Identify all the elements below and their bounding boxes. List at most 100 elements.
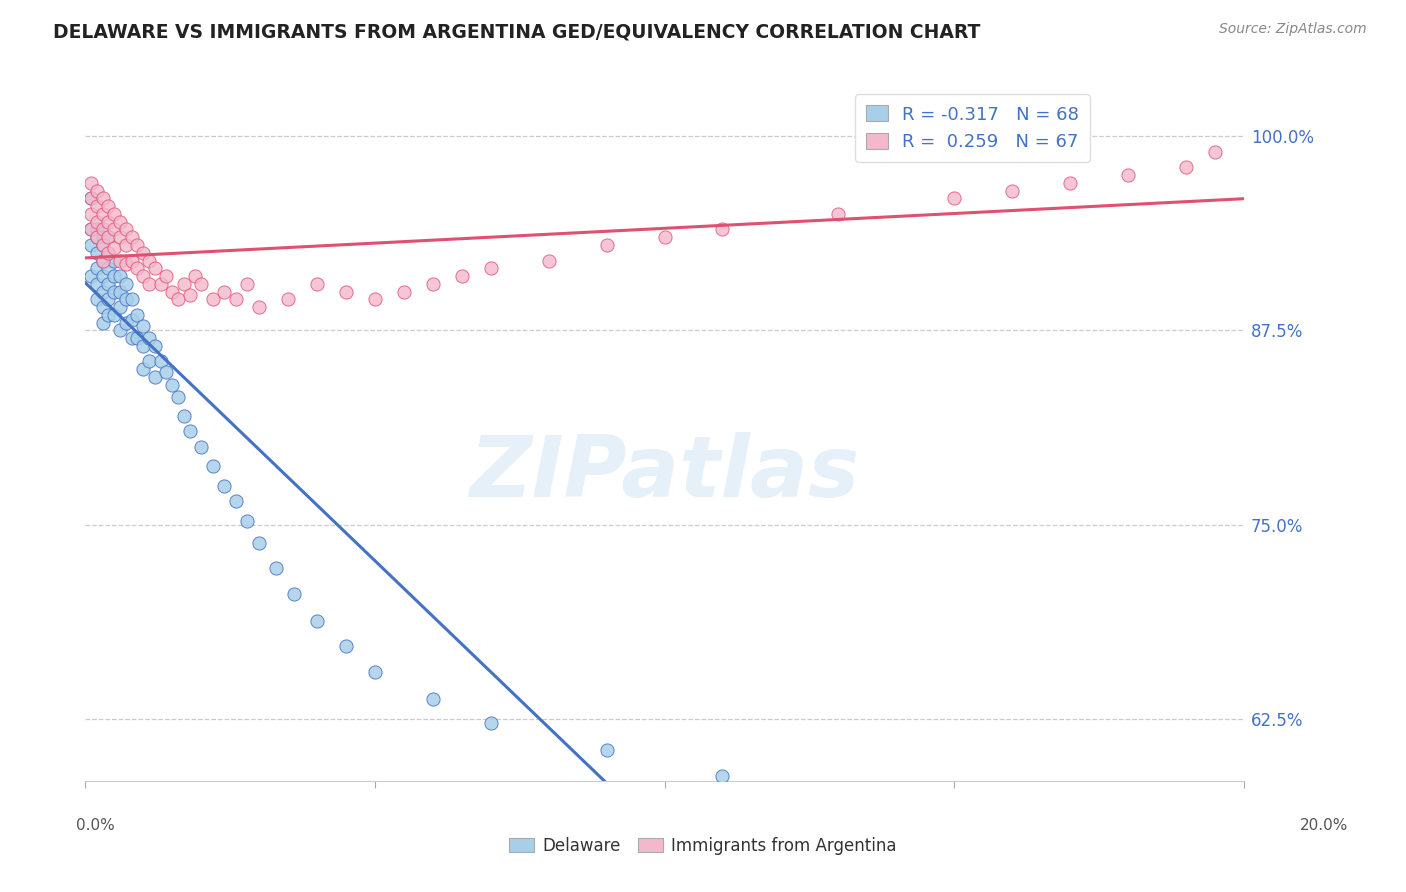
- Point: [103, 268, 125, 283]
- Point: [201, 293, 224, 307]
- Point: [86, 245, 108, 260]
- Point: [115, 277, 138, 291]
- Point: [80, 191, 103, 205]
- Point: [97, 245, 120, 260]
- Point: [91, 207, 114, 221]
- Point: [149, 277, 172, 291]
- Point: [132, 245, 155, 260]
- Point: [115, 293, 138, 307]
- Point: [86, 222, 108, 236]
- Point: [155, 268, 177, 283]
- Point: [138, 331, 160, 345]
- Point: [138, 354, 160, 368]
- Point: [97, 308, 120, 322]
- Legend: R = -0.317   N = 68, R =  0.259   N = 67: R = -0.317 N = 68, R = 0.259 N = 67: [855, 95, 1090, 161]
- Point: [305, 614, 328, 628]
- Point: [91, 230, 114, 244]
- Point: [132, 268, 155, 283]
- Point: [91, 253, 114, 268]
- Point: [190, 440, 212, 454]
- Text: Source: ZipAtlas.com: Source: ZipAtlas.com: [1219, 22, 1367, 37]
- Point: [91, 222, 114, 236]
- Point: [91, 238, 114, 252]
- Point: [143, 370, 166, 384]
- Point: [121, 331, 143, 345]
- Point: [86, 199, 108, 213]
- Point: [167, 293, 190, 307]
- Point: [943, 191, 966, 205]
- Point: [654, 230, 676, 244]
- Point: [115, 257, 138, 271]
- Point: [149, 354, 172, 368]
- Point: [91, 253, 114, 268]
- Legend: Delaware, Immigrants from Argentina: Delaware, Immigrants from Argentina: [503, 830, 903, 862]
- Point: [479, 261, 502, 276]
- Point: [86, 261, 108, 276]
- Point: [91, 300, 114, 314]
- Point: [108, 300, 131, 314]
- Point: [97, 199, 120, 213]
- Point: [711, 769, 734, 783]
- Point: [711, 222, 734, 236]
- Point: [121, 253, 143, 268]
- Text: DELAWARE VS IMMIGRANTS FROM ARGENTINA GED/EQUIVALENCY CORRELATION CHART: DELAWARE VS IMMIGRANTS FROM ARGENTINA GE…: [53, 22, 981, 41]
- Point: [201, 458, 224, 473]
- Point: [132, 362, 155, 376]
- Point: [91, 285, 114, 299]
- Point: [103, 241, 125, 255]
- Point: [115, 238, 138, 252]
- Point: [80, 222, 103, 236]
- Point: [97, 230, 120, 244]
- Point: [190, 277, 212, 291]
- Point: [127, 308, 149, 322]
- Point: [86, 230, 108, 244]
- Point: [103, 253, 125, 268]
- Point: [179, 425, 201, 439]
- Point: [160, 285, 183, 299]
- Point: [184, 268, 207, 283]
- Point: [103, 207, 125, 221]
- Point: [827, 207, 849, 221]
- Point: [283, 587, 305, 601]
- Point: [138, 277, 160, 291]
- Point: [91, 191, 114, 205]
- Point: [143, 261, 166, 276]
- Point: [214, 285, 236, 299]
- Point: [132, 318, 155, 333]
- Point: [155, 365, 177, 379]
- Point: [335, 285, 357, 299]
- Point: [97, 277, 120, 291]
- Point: [450, 268, 472, 283]
- Point: [103, 222, 125, 236]
- Point: [364, 293, 387, 307]
- Text: 0.0%: 0.0%: [76, 818, 115, 833]
- Point: [537, 253, 560, 268]
- Point: [91, 316, 114, 330]
- Point: [266, 561, 288, 575]
- Point: [160, 377, 183, 392]
- Point: [97, 293, 120, 307]
- Point: [80, 268, 103, 283]
- Point: [80, 238, 103, 252]
- Y-axis label: GED/Equivalency: GED/Equivalency: [0, 354, 8, 508]
- Point: [91, 238, 114, 252]
- Point: [595, 743, 617, 757]
- Point: [479, 716, 502, 731]
- Point: [173, 409, 195, 423]
- Point: [121, 293, 143, 307]
- Point: [173, 277, 195, 291]
- Point: [214, 479, 236, 493]
- Point: [115, 316, 138, 330]
- Point: [225, 494, 247, 508]
- Point: [127, 261, 149, 276]
- Point: [1174, 161, 1197, 175]
- Point: [1059, 176, 1081, 190]
- Point: [422, 277, 444, 291]
- Point: [364, 665, 387, 680]
- Point: [97, 261, 120, 276]
- Point: [108, 323, 131, 337]
- Point: [127, 238, 149, 252]
- Point: [80, 191, 103, 205]
- Point: [108, 215, 131, 229]
- Point: [108, 268, 131, 283]
